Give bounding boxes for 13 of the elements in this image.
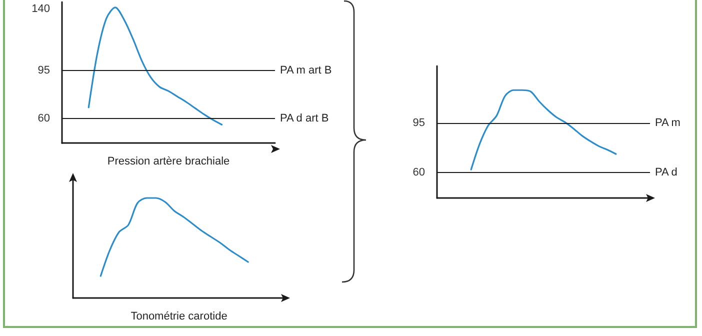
x-axis-title: Pression artère brachiale — [107, 156, 230, 168]
x-axis-title: Tonométrie carotide — [130, 310, 228, 322]
y-tick-label: 60 — [412, 166, 425, 178]
y-tick-label: 60 — [38, 112, 50, 124]
y-tick-label: 140 — [32, 2, 50, 15]
line-series — [88, 6, 223, 126]
ref-line-label: PA m art B — [280, 64, 332, 76]
y-tick-label: 95 — [412, 116, 425, 129]
ref-line-label: PA m — [655, 116, 680, 129]
ref-line-label: PA d — [655, 166, 678, 178]
y-tick-label: 95 — [38, 64, 50, 76]
ref-line-label: PA d art B — [280, 112, 329, 124]
line-series — [470, 89, 617, 170]
